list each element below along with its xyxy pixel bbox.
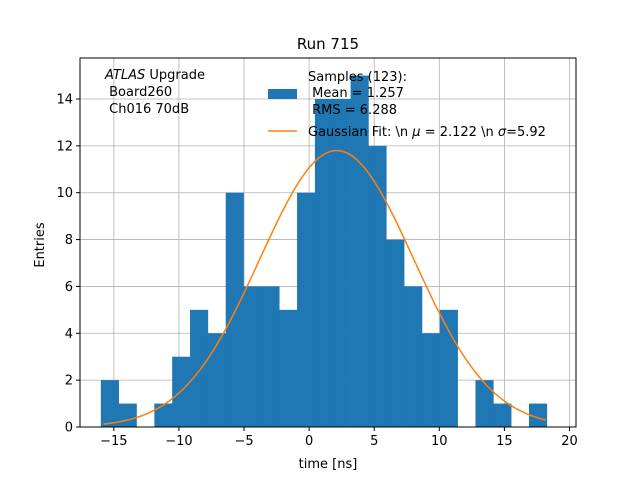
y-tick-label: 2	[65, 374, 73, 389]
annotation-line-2: Board260	[105, 85, 172, 100]
histogram-bar	[386, 239, 405, 427]
histogram-bar	[279, 309, 298, 427]
x-tick-label: −5	[234, 434, 253, 449]
annotation-rest: Upgrade	[145, 68, 205, 83]
legend-fit-suffix: =5.92	[506, 125, 546, 140]
x-axis-ticks: −15 −10 −5 0 5 10 15 20	[100, 427, 578, 449]
gaussian-fit-curve	[103, 149, 547, 425]
x-tick-label: 20	[561, 434, 578, 449]
x-axis-label: time [ns]	[299, 457, 358, 472]
histogram-bar	[439, 309, 458, 427]
histogram-bar	[368, 145, 387, 427]
legend-fit-mu: μ	[411, 125, 420, 140]
histogram-bar	[493, 403, 512, 427]
histogram-bar	[154, 403, 173, 427]
atlas-annotation: ATLAS Upgrade Board260 Ch016 70dB	[104, 68, 205, 117]
histogram-bar	[225, 192, 244, 427]
y-tick-label: 0	[65, 421, 73, 436]
legend-fit-label: Gaussian Fit: \n μ = 2.122 \n σ=5.92	[308, 125, 546, 140]
y-axis-label: Entries	[33, 222, 48, 268]
chart-title: Run 715	[297, 35, 359, 53]
annotation-line-3: Ch016 70dB	[105, 102, 189, 117]
histogram-bar	[207, 333, 227, 427]
histogram-bar	[475, 380, 494, 427]
y-tick-label: 10	[56, 186, 73, 201]
legend-fit-sigma: σ	[498, 125, 507, 140]
y-tick-label: 8	[65, 233, 73, 248]
y-tick-label: 4	[65, 327, 73, 342]
histogram-bar	[100, 380, 119, 427]
legend-hist-line-3: RMS = 6.288	[308, 103, 397, 118]
histogram-bar	[314, 99, 334, 427]
y-axis-ticks: 0 2 4 6 8 10 12 14	[56, 93, 80, 436]
histogram-bar	[528, 403, 548, 427]
histogram-bar	[118, 403, 137, 427]
annotation-line-1: ATLAS Upgrade	[104, 68, 205, 83]
histogram-bar	[190, 309, 209, 427]
legend-hist-line-2: Mean = 1.257	[308, 86, 404, 101]
legend: Samples (123): Mean = 1.257 RMS = 6.288 …	[268, 70, 546, 140]
legend-hist-swatch	[268, 89, 297, 99]
x-tick-label: −10	[165, 434, 192, 449]
y-tick-label: 12	[56, 139, 73, 154]
histogram-bar	[261, 286, 280, 427]
plot-frame	[79, 57, 577, 428]
histogram-bar	[243, 286, 262, 427]
x-tick-label: 10	[431, 434, 448, 449]
histogram-bar	[421, 333, 441, 427]
legend-fit-prefix: Gaussian Fit: \n	[308, 125, 412, 140]
y-tick-label: 6	[65, 280, 73, 295]
histogram-bar	[297, 192, 316, 427]
legend-hist-line-1: Samples (123):	[308, 70, 407, 85]
fit-layer	[103, 149, 547, 425]
x-tick-label: 0	[305, 434, 313, 449]
annotation-italic: ATLAS	[104, 68, 145, 83]
legend-fit-mid: = 2.122 \n	[421, 125, 498, 140]
y-tick-label: 14	[56, 93, 73, 108]
x-tick-label: −15	[100, 434, 127, 449]
x-tick-label: 15	[496, 434, 513, 449]
x-tick-label: 5	[370, 434, 378, 449]
histogram-bar	[404, 286, 423, 427]
histogram-bar	[350, 75, 369, 428]
histogram-bar	[332, 99, 351, 427]
